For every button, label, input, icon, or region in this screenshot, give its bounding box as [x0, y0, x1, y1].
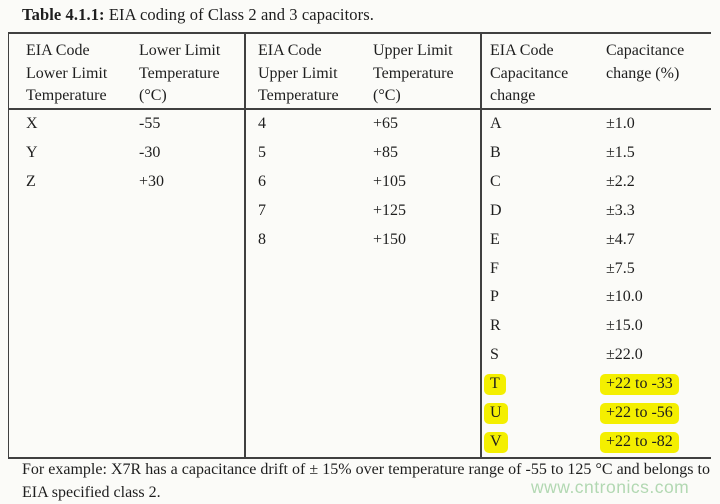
value-cell: +105	[373, 172, 407, 190]
table-row: 5 +85	[9, 141, 711, 170]
table-row: 7 +125	[9, 199, 711, 228]
value-cell: ±3.3	[606, 201, 635, 219]
value-cell: ±4.7	[606, 230, 635, 248]
eia-code-cell: C	[490, 172, 501, 190]
eia-code-cell: 7	[258, 201, 266, 219]
eia-code-cell: Z	[26, 172, 36, 190]
value-cell: +65	[373, 115, 399, 132]
column-header-lower-limit-temp: Lower Limit Temperature (°C)	[139, 42, 221, 104]
column-header-lower-limit-code: EIA Code Lower Limit Temperature	[26, 42, 108, 104]
value-cell: +22 to -56	[600, 403, 679, 424]
eia-code-cell: 8	[258, 230, 266, 248]
column-header-upper-limit-code: EIA Code Upper Limit Temperature	[258, 42, 339, 104]
value-cell: ±1.0	[606, 115, 635, 132]
column-header-capacitance-code: EIA Code Capacitance change	[490, 42, 569, 104]
table-caption: Table 4.1.1: EIA coding of Class 2 and 3…	[22, 5, 374, 25]
table-row: T +22 to -33	[9, 372, 711, 401]
value-cell: ±15.0	[606, 317, 643, 335]
value-cell: +30	[139, 172, 165, 190]
column-group-divider	[480, 34, 482, 457]
value-cell: -55	[139, 115, 161, 132]
table-row: A ±1.0	[9, 112, 711, 141]
table-caption-number: Table 4.1.1:	[22, 5, 105, 24]
table-row: 4 +65	[9, 112, 711, 141]
value-cell: ±7.5	[606, 259, 635, 277]
eia-code-cell: B	[490, 143, 501, 161]
eia-code-cell: S	[490, 346, 499, 364]
value-cell: ±1.5	[606, 143, 635, 161]
value-cell: +150	[373, 230, 407, 248]
eia-code-cell: 5	[258, 143, 266, 161]
table-row: B ±1.5	[9, 141, 711, 170]
table-footnote: For example: X7R has a capacitance drift…	[22, 461, 710, 501]
header-separator-line	[9, 108, 711, 110]
value-cell: ±10.0	[606, 288, 643, 306]
watermark: www.cntronics.com	[531, 477, 690, 497]
column-group-divider	[244, 34, 246, 457]
table-row: V +22 to -82	[9, 430, 711, 459]
table-frame: EIA Code Lower Limit Temperature Lower L…	[8, 32, 711, 459]
eia-code-cell: P	[490, 288, 499, 306]
column-header-upper-limit-temp: Upper Limit Temperature (°C)	[373, 42, 454, 104]
eia-code-cell: X	[26, 115, 38, 132]
table-row: P ±10.0	[9, 285, 711, 314]
table-row: R ±15.0	[9, 314, 711, 343]
eia-code-cell: R	[490, 317, 501, 335]
table-row: S ±22.0	[9, 343, 711, 372]
table-row: C ±2.2	[9, 170, 711, 199]
value-cell: -30	[139, 143, 161, 161]
value-cell: +85	[373, 143, 399, 161]
eia-code-cell: A	[490, 115, 502, 132]
table-row: X -55	[9, 112, 711, 141]
table-row: E ±4.7	[9, 228, 711, 257]
eia-code-cell: T	[484, 374, 506, 396]
value-cell: +22 to -33	[600, 374, 679, 396]
value-cell: +125	[373, 201, 407, 219]
value-cell: +22 to -82	[600, 431, 679, 453]
table-row: Y -30	[9, 141, 711, 170]
column-header-capacitance-change: Capacitance change (%)	[606, 42, 685, 82]
eia-code-cell: Y	[26, 143, 38, 161]
value-cell: ±2.2	[606, 172, 635, 190]
eia-code-cell: V	[484, 431, 508, 453]
table-row: 6 +105	[9, 170, 711, 199]
eia-code-cell: 4	[258, 115, 266, 132]
eia-code-cell: U	[484, 403, 508, 424]
table-caption-text: EIA coding of Class 2 and 3 capacitors.	[104, 5, 374, 24]
eia-code-cell: F	[490, 259, 499, 277]
eia-code-cell: D	[490, 201, 502, 219]
table-row: F ±7.5	[9, 257, 711, 286]
eia-code-cell: E	[490, 230, 500, 248]
table-row: 8 +150	[9, 228, 711, 257]
value-cell: ±22.0	[606, 346, 643, 364]
eia-code-cell: 6	[258, 172, 266, 190]
table-row: U +22 to -56	[9, 401, 711, 430]
table-row: D ±3.3	[9, 199, 711, 228]
table-row: Z +30	[9, 170, 711, 199]
